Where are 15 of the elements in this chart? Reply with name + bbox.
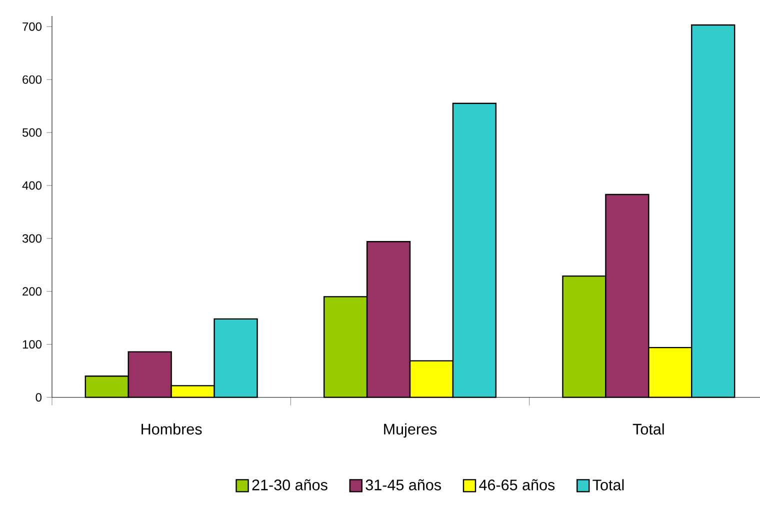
y-tick-label: 700	[22, 22, 42, 31]
legend-label: 31-45 años	[366, 479, 441, 490]
y-tick-label: 100	[22, 340, 42, 349]
legend-label: Total	[592, 479, 624, 490]
y-tick-label: 500	[22, 128, 42, 137]
legend-label: 21-30 años	[252, 479, 328, 490]
legend-label: 46-65 años	[479, 479, 555, 490]
x-tick-label: Mujeres	[384, 423, 437, 438]
y-tick-label: 400	[22, 181, 42, 190]
x-tick-label: Hombres	[142, 423, 202, 435]
y-tick-label: 0	[36, 393, 42, 402]
y-tick-label: 300	[22, 234, 42, 243]
y-tick-label: 600	[22, 75, 42, 84]
y-tick-label: 200	[22, 287, 42, 296]
x-tick-label: Total	[632, 423, 664, 435]
